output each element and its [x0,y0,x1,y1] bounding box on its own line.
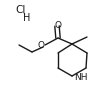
Text: O: O [54,21,61,30]
Text: Cl: Cl [16,5,26,15]
Text: H: H [23,13,31,23]
Text: O: O [37,41,44,50]
Text: NH: NH [74,74,87,82]
